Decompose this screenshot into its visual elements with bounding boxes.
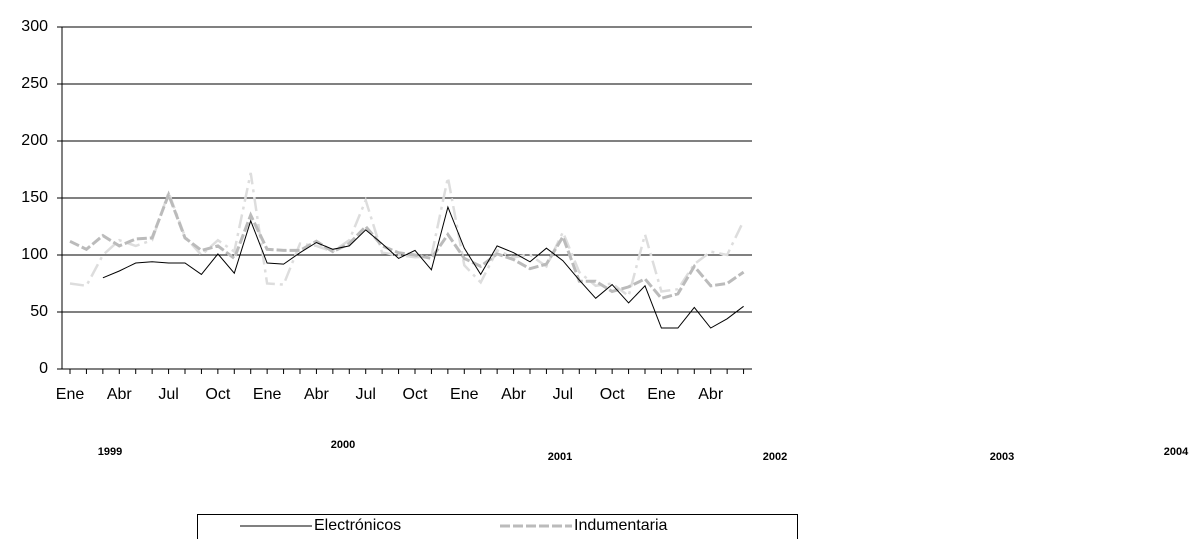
series-line <box>102 205 744 329</box>
y-tick-label: 200 <box>21 132 48 149</box>
x-tick-label: Oct <box>205 386 230 403</box>
legend-label: Indumentaria <box>574 517 667 534</box>
year-label: 2003 <box>990 451 1014 463</box>
year-label: 1999 <box>98 446 122 458</box>
series-line <box>69 190 745 300</box>
x-tick-label: Abr <box>304 386 330 403</box>
x-tick-label: Oct <box>600 386 625 403</box>
x-tick-label: Jul <box>553 386 573 403</box>
x-tick-label: Ene <box>450 386 479 403</box>
y-tick-label: 0 <box>39 360 48 377</box>
year-label: 2000 <box>331 439 355 451</box>
x-tick-label: Abr <box>107 386 133 403</box>
y-tick-label: 250 <box>21 75 48 92</box>
series-line <box>69 172 745 299</box>
x-tick-label: Oct <box>403 386 428 403</box>
legend-box <box>197 514 798 544</box>
x-tick-label: Jul <box>355 386 375 403</box>
y-tick-label: 100 <box>21 246 48 263</box>
x-tick-label: Abr <box>698 386 724 403</box>
x-tick-label: Jul <box>158 386 178 403</box>
year-label: 2001 <box>548 451 572 463</box>
y-tick-label: 150 <box>21 189 48 206</box>
x-tick-label: Ene <box>253 386 282 403</box>
legend-label: Electrónicos <box>314 517 401 534</box>
x-tick-label: Ene <box>647 386 676 403</box>
x-tick-label: Ene <box>56 386 85 403</box>
y-tick-label: 50 <box>30 303 48 320</box>
y-tick-label: 300 <box>21 18 48 35</box>
year-label: 2004 <box>1164 446 1189 458</box>
year-label: 2002 <box>763 451 787 463</box>
x-tick-label: Abr <box>501 386 527 403</box>
